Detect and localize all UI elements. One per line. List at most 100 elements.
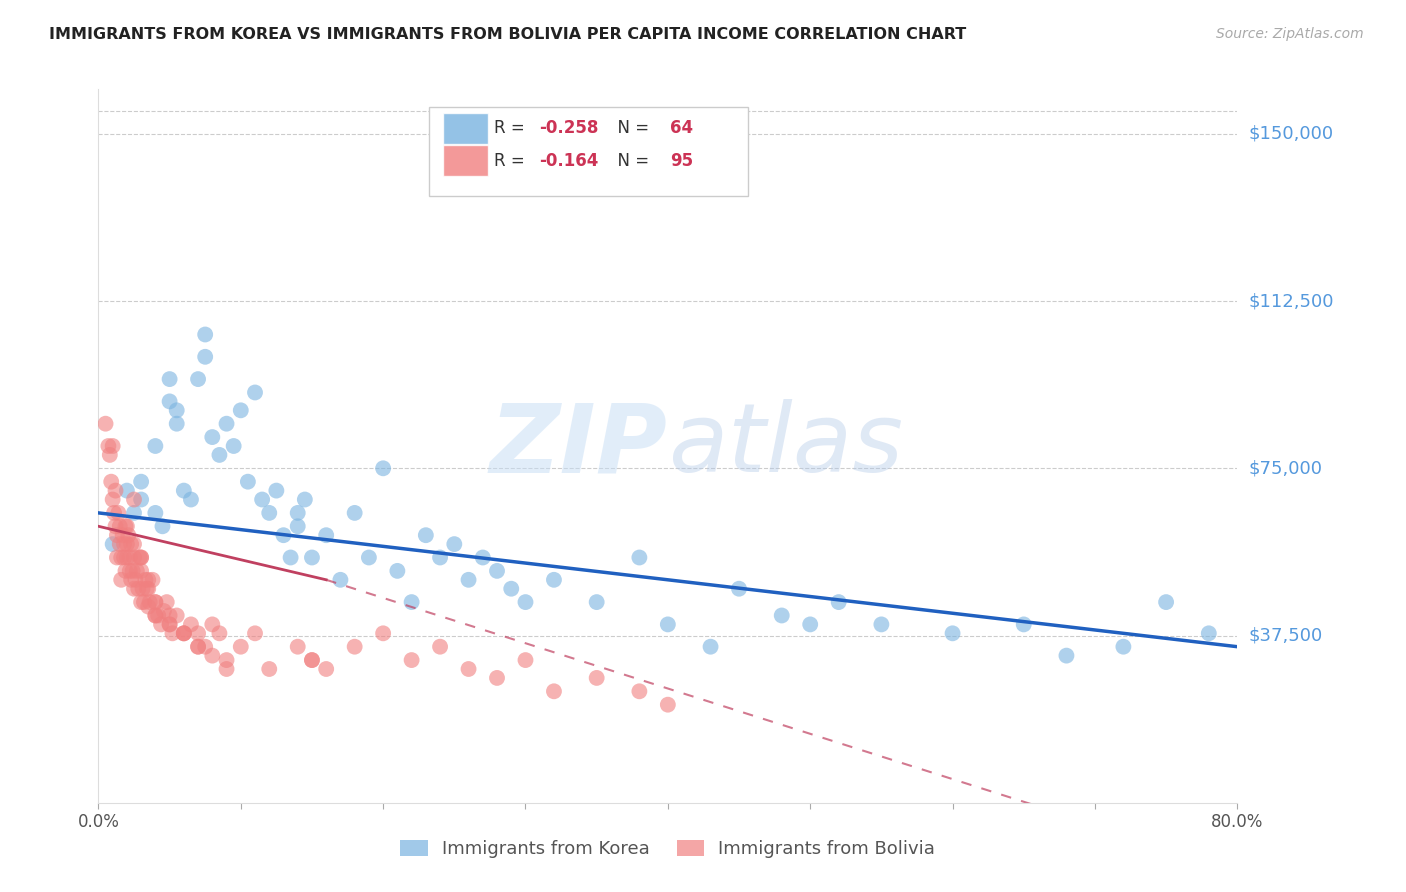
Point — [201, 430, 224, 444]
FancyBboxPatch shape — [429, 107, 748, 196]
Point — [150, 617, 173, 632]
Point — [343, 640, 366, 654]
Point — [543, 684, 565, 698]
Text: IMMIGRANTS FROM KOREA VS IMMIGRANTS FROM BOLIVIA PER CAPITA INCOME CORRELATION C: IMMIGRANTS FROM KOREA VS IMMIGRANTS FROM… — [49, 27, 966, 42]
Point — [129, 550, 152, 565]
Point — [187, 640, 209, 654]
Point — [94, 417, 117, 431]
Point — [215, 653, 238, 667]
Point — [145, 439, 167, 453]
Point — [135, 582, 157, 596]
Point — [628, 550, 651, 565]
Point — [136, 599, 159, 614]
Point — [515, 653, 537, 667]
Point — [585, 595, 607, 609]
Point — [1112, 640, 1135, 654]
Point — [131, 582, 153, 596]
FancyBboxPatch shape — [443, 112, 488, 145]
Point — [100, 475, 122, 489]
Point — [111, 528, 134, 542]
Point — [287, 640, 309, 654]
Point — [153, 604, 176, 618]
Text: -0.164: -0.164 — [538, 152, 599, 169]
Point — [112, 550, 135, 565]
Point — [145, 608, 167, 623]
Point — [166, 403, 188, 417]
Point — [112, 537, 135, 551]
Point — [294, 492, 316, 507]
Point — [110, 573, 132, 587]
Point — [121, 564, 143, 578]
Point — [273, 528, 295, 542]
Point — [585, 671, 607, 685]
Point — [115, 537, 138, 551]
Point — [287, 506, 309, 520]
Point — [110, 550, 132, 565]
Point — [145, 506, 167, 520]
Point — [125, 564, 148, 578]
Point — [515, 595, 537, 609]
Point — [259, 662, 281, 676]
Point — [628, 684, 651, 698]
Point — [117, 528, 139, 542]
Point — [194, 327, 217, 342]
Point — [128, 550, 150, 565]
Point — [129, 550, 152, 565]
Point — [543, 573, 565, 587]
Text: R =: R = — [494, 120, 530, 137]
Point — [457, 662, 479, 676]
Point — [122, 550, 145, 565]
Point — [243, 385, 266, 400]
Point — [97, 439, 120, 453]
Point — [501, 582, 523, 596]
Point — [236, 475, 259, 489]
Text: $37,500: $37,500 — [1249, 626, 1323, 645]
Point — [250, 492, 273, 507]
Point — [229, 403, 252, 417]
Point — [120, 573, 142, 587]
Point — [136, 582, 159, 596]
Text: Source: ZipAtlas.com: Source: ZipAtlas.com — [1216, 27, 1364, 41]
Point — [129, 564, 152, 578]
Text: R =: R = — [494, 152, 530, 169]
Point — [1154, 595, 1177, 609]
Point — [120, 537, 142, 551]
Text: N =: N = — [607, 120, 655, 137]
Point — [166, 608, 188, 623]
Point — [770, 608, 793, 623]
Point — [828, 595, 851, 609]
Point — [104, 519, 127, 533]
Point — [159, 608, 181, 623]
Point — [129, 595, 152, 609]
Point — [104, 483, 127, 498]
Point — [148, 608, 170, 623]
Text: $75,000: $75,000 — [1249, 459, 1323, 477]
Text: 64: 64 — [671, 120, 693, 137]
Point — [373, 461, 395, 475]
Point — [159, 394, 181, 409]
Text: N =: N = — [607, 152, 655, 169]
Point — [145, 608, 167, 623]
Point — [156, 595, 179, 609]
Point — [266, 483, 288, 498]
Point — [145, 595, 167, 609]
Text: $112,500: $112,500 — [1249, 292, 1334, 310]
Point — [98, 448, 121, 462]
Point — [180, 617, 202, 632]
Point — [301, 653, 323, 667]
Point — [115, 550, 138, 565]
Text: atlas: atlas — [668, 400, 903, 492]
Point — [129, 492, 152, 507]
Text: $150,000: $150,000 — [1249, 125, 1334, 143]
Text: ZIP: ZIP — [489, 400, 668, 492]
Point — [657, 698, 679, 712]
Point — [108, 519, 131, 533]
Point — [115, 483, 138, 498]
Point — [105, 550, 128, 565]
Point — [138, 595, 160, 609]
Legend: Immigrants from Korea, Immigrants from Bolivia: Immigrants from Korea, Immigrants from B… — [394, 832, 942, 865]
Point — [728, 582, 751, 596]
Point — [429, 640, 451, 654]
Point — [118, 550, 141, 565]
Point — [343, 506, 366, 520]
